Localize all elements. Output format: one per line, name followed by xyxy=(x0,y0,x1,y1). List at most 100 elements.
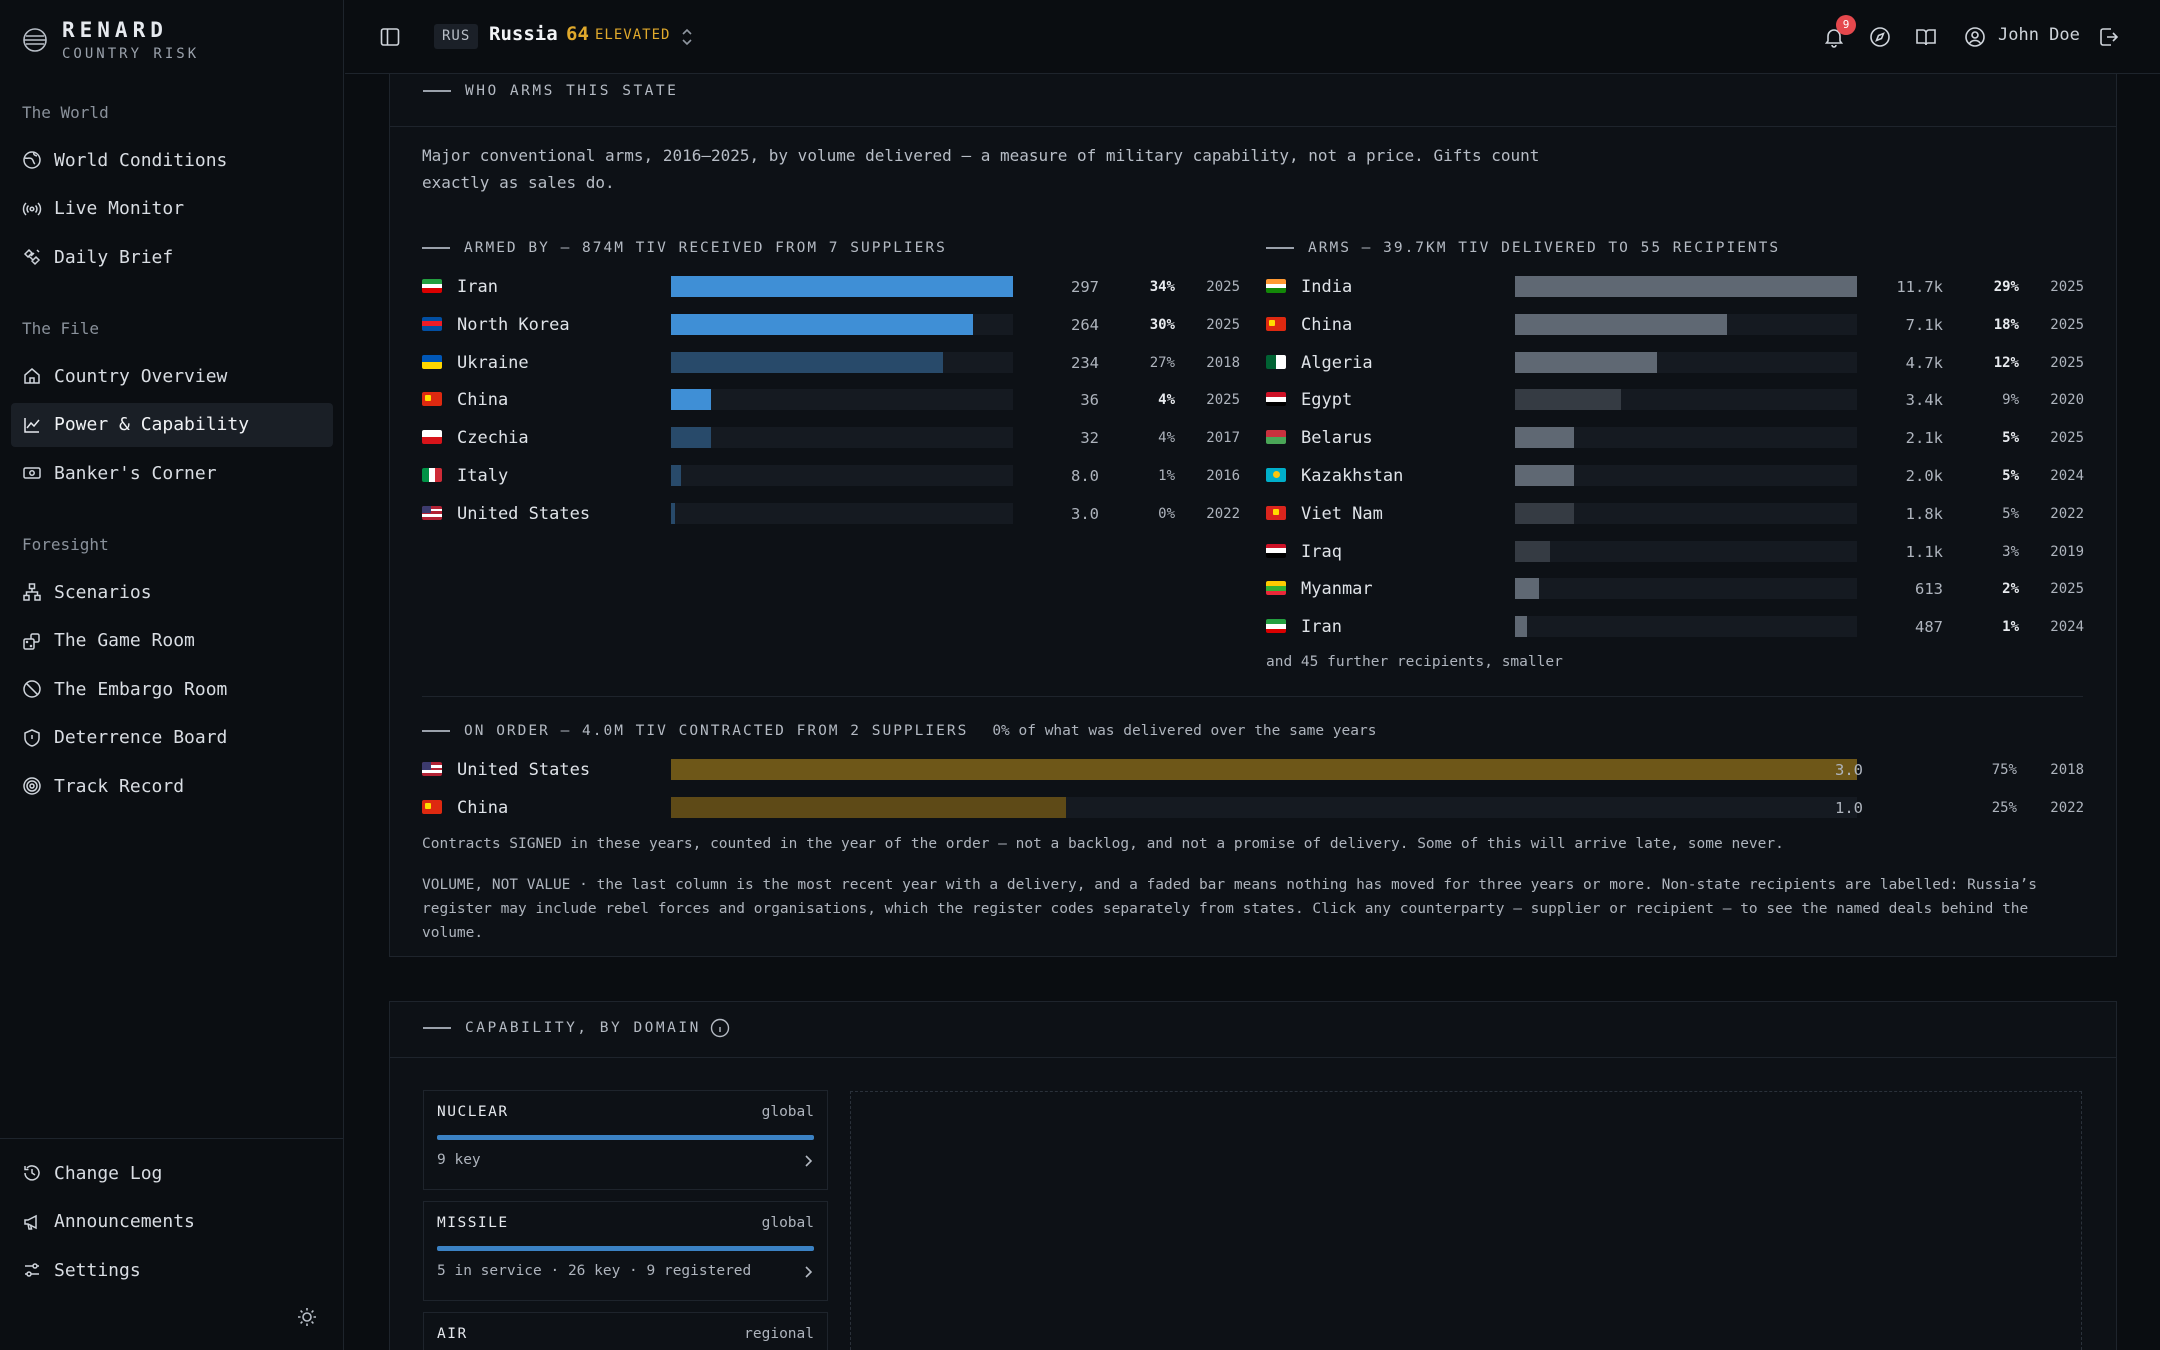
counterparty-name: India xyxy=(1301,277,1353,297)
sidebar-item-announcements[interactable]: Announcements xyxy=(11,1200,333,1244)
order-row[interactable]: China 1.0 25% 2022 xyxy=(422,796,2084,821)
sidebar-item-scenarios[interactable]: Scenarios xyxy=(11,570,333,614)
country-name[interactable]: Russia xyxy=(489,23,558,45)
brand[interactable]: RENARD COUNTRY RISK xyxy=(22,18,199,62)
sidebar-item-deterrence-board[interactable]: Deterrence Board xyxy=(11,716,333,760)
chevron-updown-icon[interactable] xyxy=(679,27,695,47)
sidebar-item-label: Country Overview xyxy=(54,365,228,387)
recipient-row[interactable]: India 11.7k 29% 2025 xyxy=(1266,276,2084,300)
sidebar-item-daily-brief[interactable]: Daily Brief xyxy=(11,235,333,279)
supplier-row[interactable]: United States 3.0 0% 2022 xyxy=(422,502,1240,527)
share-percent: 29% xyxy=(1993,279,2019,295)
share-percent: 1% xyxy=(1158,468,1175,484)
recipient-row[interactable]: China 7.1k 18% 2025 xyxy=(1266,313,2084,338)
capability-card-air[interactable]: AIR regional xyxy=(423,1312,828,1350)
compass-icon[interactable] xyxy=(1868,25,1892,49)
country-iso-badge: RUS xyxy=(434,24,479,49)
user-name[interactable]: John Doe xyxy=(1998,25,2080,45)
counterparty-name: United States xyxy=(457,503,591,524)
sidebar-toggle-icon[interactable] xyxy=(379,26,401,48)
volume-value: 1.8k xyxy=(1905,504,1943,523)
bell-icon[interactable] xyxy=(1822,25,1846,49)
nav-group-world: The World World Conditions Live Monitor … xyxy=(11,103,333,284)
last-delivery-year: 2025 xyxy=(2050,430,2084,447)
volume-value: 487 xyxy=(1915,618,1943,637)
recipient-row[interactable]: Viet Nam 1.8k 5% 2022 xyxy=(1266,502,2084,527)
volume-bar xyxy=(671,351,943,373)
counterparty-name: Viet Nam xyxy=(1301,503,1383,524)
recipient-row[interactable]: Myanmar 613 2% 2025 xyxy=(1266,578,2084,602)
last-delivery-year: 2025 xyxy=(1206,316,1240,333)
recipient-row[interactable]: Iran 487 1% 2024 xyxy=(1266,616,2084,640)
sidebar-item-track-record[interactable]: Track Record xyxy=(11,764,333,808)
recipient-row[interactable]: Iraq 1.1k 3% 2019 xyxy=(1266,540,2084,565)
logout-icon[interactable] xyxy=(2097,25,2121,49)
capability-card-nuclear[interactable]: NUCLEAR global 9 key xyxy=(423,1090,828,1190)
banknote-icon xyxy=(23,467,41,479)
volume-bar-track xyxy=(671,502,1013,524)
sidebar-footer: Change Log Announcements Settings xyxy=(0,1138,344,1297)
volume-value: 1.0 xyxy=(1835,798,1863,817)
flag-dz-icon xyxy=(1266,354,1286,369)
recipient-row[interactable]: Kazakhstan 2.0k 5% 2024 xyxy=(1266,465,2084,489)
book-icon[interactable] xyxy=(1914,25,1938,49)
last-delivery-year: 2022 xyxy=(2050,799,2084,816)
sidebar-item-game-room[interactable]: The Game Room xyxy=(11,619,333,663)
volume-value: 2.0k xyxy=(1905,467,1943,485)
share-percent: 18% xyxy=(1993,316,2019,333)
sidebar-item-country-overview[interactable]: Country Overview xyxy=(11,354,333,398)
sidebar-item-live-monitor[interactable]: Live Monitor xyxy=(11,187,333,231)
sidebar-item-world-conditions[interactable]: World Conditions xyxy=(11,138,333,182)
chevron-right-icon xyxy=(805,1155,813,1167)
volume-bar xyxy=(1515,351,1657,373)
last-delivery-year: 2020 xyxy=(2050,392,2084,409)
share-percent: 3% xyxy=(2002,543,2019,560)
recipient-row[interactable]: Egypt 3.4k 9% 2020 xyxy=(1266,389,2084,413)
last-delivery-year: 2019 xyxy=(2050,543,2084,560)
volume-bar xyxy=(1515,389,1622,411)
flag-us-icon xyxy=(422,505,442,520)
capability-name: AIR xyxy=(437,1326,468,1342)
volume-value: 3.4k xyxy=(1905,391,1943,410)
user-icon[interactable] xyxy=(1963,25,1987,49)
sidebar-item-bankers-corner[interactable]: Banker's Corner xyxy=(11,451,333,495)
orders-subtitle: 0% of what was delivered over the same y… xyxy=(992,723,1377,739)
sidebar-item-embargo-room[interactable]: The Embargo Room xyxy=(11,667,333,711)
sun-icon[interactable] xyxy=(296,1306,318,1328)
capability-name: MISSILE xyxy=(437,1215,509,1231)
share-percent: 25% xyxy=(1991,799,2017,816)
supplier-row[interactable]: North Korea 264 30% 2025 xyxy=(422,313,1240,338)
counterparty-name: China xyxy=(457,797,509,818)
share-percent: 27% xyxy=(1149,354,1175,371)
share-percent: 30% xyxy=(1149,316,1175,333)
share-percent: 75% xyxy=(1991,762,2017,778)
supplier-row[interactable]: Italy 8.0 1% 2016 xyxy=(422,465,1240,489)
sidebar-item-label: Change Log xyxy=(54,1162,163,1184)
flag-mm-icon xyxy=(1266,581,1286,596)
capability-card-missile[interactable]: MISSILE global 5 in service · 26 key · 9… xyxy=(423,1201,828,1301)
recipient-row[interactable]: Algeria 4.7k 12% 2025 xyxy=(1266,351,2084,376)
flag-ir-icon xyxy=(422,279,442,293)
risk-level-badge: ELEVATED xyxy=(595,27,671,43)
capability-scope: global xyxy=(761,1215,814,1231)
suppliers-header: ARMED BY — 874M TIV RECEIVED FROM 7 SUPP… xyxy=(422,238,947,258)
counterparty-name: United States xyxy=(457,760,591,780)
share-percent: 2% xyxy=(2002,581,2019,598)
order-row[interactable]: United States 3.0 75% 2018 xyxy=(422,759,2084,783)
nav-heading: Foresight xyxy=(22,535,109,554)
supplier-row[interactable]: China 36 4% 2025 xyxy=(422,389,1240,413)
sidebar-item-settings[interactable]: Settings xyxy=(11,1248,333,1292)
divider xyxy=(422,696,2083,697)
supplier-row[interactable]: Ukraine 234 27% 2018 xyxy=(422,351,1240,376)
recipient-row[interactable]: Belarus 2.1k 5% 2025 xyxy=(1266,427,2084,451)
info-icon[interactable] xyxy=(710,1018,730,1038)
sidebar-item-power-capability[interactable]: Power & Capability xyxy=(11,402,333,447)
globe-icon xyxy=(23,151,41,169)
supplier-row[interactable]: Iran 297 34% 2025 xyxy=(422,276,1240,300)
sidebar-item-change-log[interactable]: Change Log xyxy=(11,1151,333,1195)
supplier-row[interactable]: Czechia 32 4% 2017 xyxy=(422,427,1240,451)
share-percent: 5% xyxy=(2002,430,2019,447)
volume-bar xyxy=(671,389,712,411)
sliders-icon xyxy=(25,1263,39,1277)
volume-bar xyxy=(671,427,712,449)
